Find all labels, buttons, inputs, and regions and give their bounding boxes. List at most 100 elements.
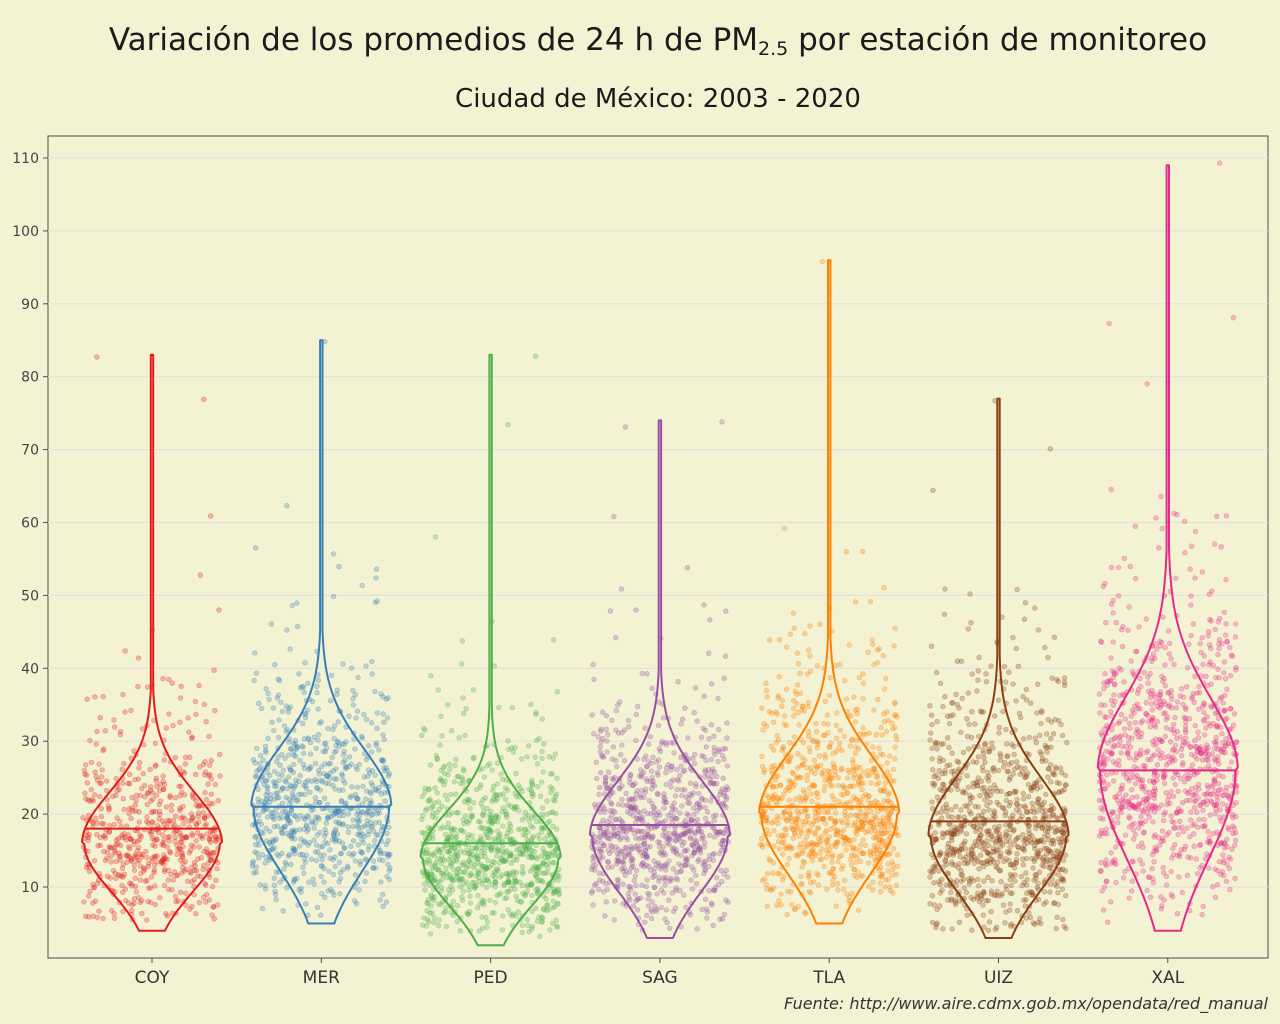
data-point (784, 861, 791, 868)
data-point (188, 842, 195, 848)
data-point (881, 686, 888, 692)
data-point (324, 772, 330, 779)
data-point (160, 675, 166, 682)
data-point (120, 780, 126, 787)
data-point (131, 862, 138, 869)
data-point (838, 767, 845, 773)
data-point (122, 834, 128, 841)
data-point (669, 803, 675, 809)
data-point (363, 811, 370, 817)
data-point (795, 751, 801, 757)
data-point (776, 846, 782, 852)
data-point (127, 880, 133, 886)
data-point (627, 826, 633, 832)
data-point (1056, 780, 1063, 787)
data-point (272, 783, 278, 789)
data-point (311, 825, 317, 831)
data-point (836, 740, 843, 746)
data-point (419, 732, 425, 738)
data-point (111, 915, 118, 922)
data-point (308, 856, 315, 862)
data-point (314, 683, 320, 689)
data-point (154, 853, 160, 859)
data-point (860, 680, 866, 686)
data-point (481, 774, 488, 780)
data-point (345, 811, 351, 817)
data-point (964, 716, 970, 722)
data-point (976, 866, 982, 872)
data-point (207, 771, 213, 778)
data-point (533, 737, 540, 744)
data-point (172, 893, 179, 900)
data-point (715, 758, 721, 765)
data-point (852, 707, 859, 713)
data-point (554, 887, 561, 893)
data-point (822, 752, 828, 758)
data-point (470, 687, 477, 693)
data-point (759, 705, 765, 711)
data-point (308, 764, 314, 770)
data-point (721, 911, 728, 918)
data-point (476, 874, 482, 881)
data-point (814, 662, 821, 669)
data-point (644, 810, 651, 817)
data-point (294, 600, 300, 606)
data-point (817, 856, 823, 863)
data-point (833, 843, 839, 850)
data-point (487, 897, 493, 903)
data-point (327, 697, 334, 704)
data-point (134, 848, 141, 854)
data-point (776, 637, 783, 643)
data-point (1060, 866, 1066, 872)
data-point (189, 831, 195, 837)
data-point (761, 720, 767, 727)
data-point (208, 833, 214, 840)
data-point (691, 805, 697, 811)
data-point (830, 877, 836, 883)
data-point (780, 873, 787, 880)
data-point (601, 842, 608, 848)
data-point (204, 849, 210, 855)
data-point (1004, 849, 1011, 855)
data-point (350, 702, 357, 708)
data-point (191, 844, 197, 850)
data-point (195, 873, 201, 879)
data-point (547, 927, 553, 933)
data-point (263, 801, 269, 807)
data-point (445, 771, 451, 778)
data-point (856, 675, 863, 681)
data-point (453, 870, 459, 876)
data-point (826, 692, 833, 699)
data-point (757, 841, 764, 848)
data-point (206, 773, 212, 779)
data-point (553, 810, 559, 817)
data-point (145, 820, 152, 826)
data-point (266, 839, 273, 846)
data-point (1032, 605, 1038, 611)
data-point (330, 593, 337, 600)
data-point (804, 843, 810, 849)
data-point (706, 856, 713, 863)
data-point (94, 728, 100, 735)
data-point (671, 814, 677, 820)
data-point (430, 835, 436, 842)
data-point (604, 785, 610, 792)
data-point (164, 856, 171, 862)
data-point (631, 830, 637, 836)
data-point (197, 764, 203, 770)
data-point (943, 808, 949, 815)
data-point (205, 860, 211, 867)
data-point (273, 896, 279, 903)
data-point (193, 797, 199, 804)
data-point (600, 817, 606, 823)
outlier-point (201, 396, 207, 402)
data-point (547, 784, 554, 790)
data-point (345, 865, 351, 871)
data-point (386, 851, 392, 858)
data-point (997, 751, 1003, 757)
data-point (104, 855, 110, 861)
data-point (164, 844, 171, 850)
data-point (159, 860, 165, 866)
data-point (494, 848, 500, 854)
data-point (126, 854, 133, 860)
